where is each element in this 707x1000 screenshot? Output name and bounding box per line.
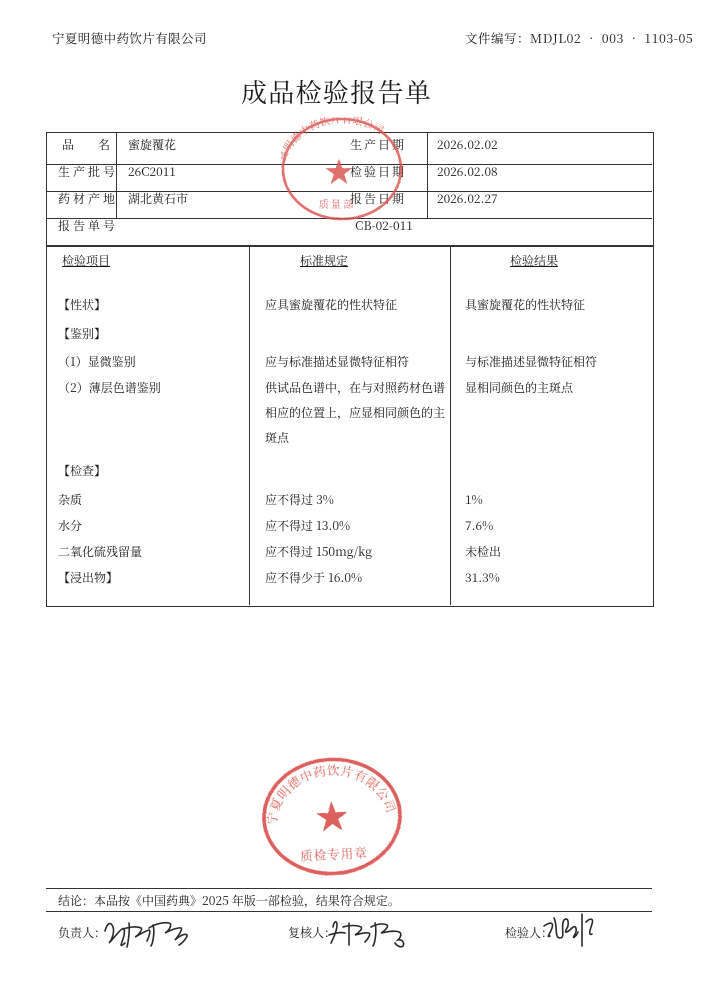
svg-text:质量部: 质量部 (319, 196, 356, 211)
svg-text:★: ★ (324, 150, 353, 191)
svg-text:★: ★ (314, 789, 351, 840)
svg-text:质检专用章: 质检专用章 (300, 843, 368, 865)
